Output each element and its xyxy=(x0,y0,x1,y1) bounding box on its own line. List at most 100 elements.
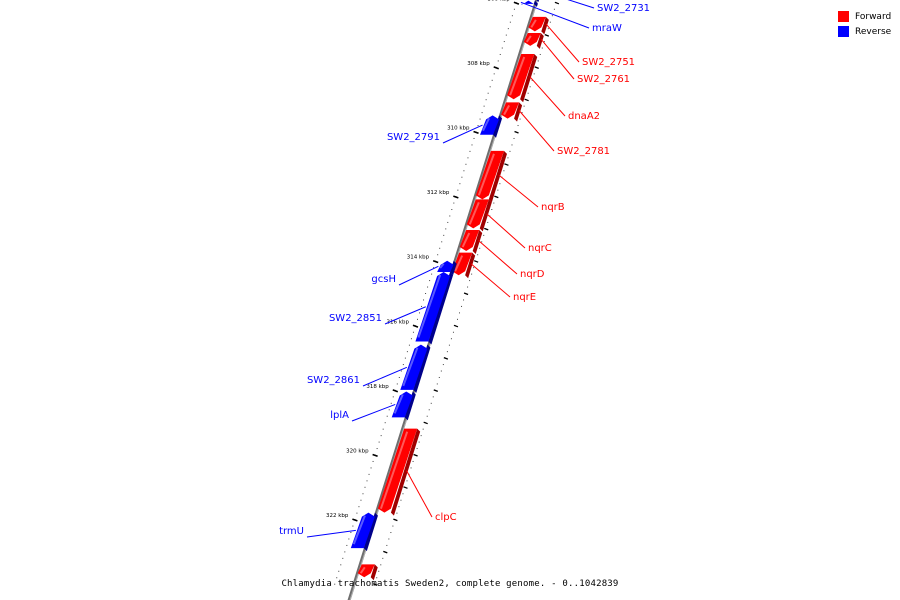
gene-shadow xyxy=(428,272,454,345)
minor-tick xyxy=(527,92,529,94)
minor-tick xyxy=(364,486,366,488)
gene-label[interactable]: SW2_2761 xyxy=(577,74,630,85)
tick-label: 306 kbp xyxy=(487,0,510,2)
minor-tick xyxy=(366,480,368,482)
major-tick-mark xyxy=(493,66,499,70)
minor-tick xyxy=(433,267,435,269)
gene-body xyxy=(459,230,480,252)
minor-tick xyxy=(388,538,390,540)
gene-nqre-forward[interactable]: nqrE xyxy=(452,252,536,303)
medium-tick xyxy=(423,421,428,425)
medium-tick xyxy=(433,389,439,393)
minor-tick xyxy=(481,241,483,243)
gene-leader-line xyxy=(384,306,426,325)
gene-sw2_2781-forward[interactable]: SW2_2781 xyxy=(501,102,610,157)
minor-tick xyxy=(499,183,501,185)
minor-tick xyxy=(513,8,515,10)
gene-sw2_2731-reverse[interactable]: SW2_2731 xyxy=(522,0,650,14)
minor-tick xyxy=(422,428,424,430)
gene-highlight xyxy=(522,0,526,4)
gene-sw2_2861-reverse[interactable]: SW2_2861 xyxy=(307,344,431,393)
gene-nqrb-forward[interactable]: nqrB xyxy=(475,150,565,213)
minor-tick xyxy=(376,577,378,579)
gene-clpc-forward[interactable]: clpC xyxy=(377,428,457,523)
gene-label[interactable]: mraW xyxy=(592,23,622,34)
minor-tick xyxy=(446,351,448,353)
minor-tick xyxy=(421,305,423,307)
minor-tick xyxy=(378,570,380,572)
tick-label: 314 kbp xyxy=(407,255,430,261)
minor-tick xyxy=(473,137,475,139)
gene-label[interactable]: trmU xyxy=(279,526,304,537)
medium-tick xyxy=(453,324,459,328)
gene-label[interactable]: SW2_2731 xyxy=(597,3,650,14)
gene-sw2_2851-reverse[interactable]: SW2_2851 xyxy=(329,272,454,345)
gene-mraw-reverse[interactable]: mraW xyxy=(520,0,622,34)
gene-label[interactable]: SW2_2861 xyxy=(307,375,360,386)
major-tick: 322 kbp xyxy=(326,513,358,522)
gene-sw2_2791-reverse[interactable]: SW2_2791 xyxy=(387,115,503,144)
tick-label: 322 kbp xyxy=(326,513,349,519)
gene-dnaa2-forward[interactable]: dnaA2 xyxy=(507,53,600,122)
minor-tick xyxy=(362,493,364,495)
gene-label[interactable]: nqrD xyxy=(520,269,545,280)
minor-tick xyxy=(491,79,493,81)
gene-label[interactable]: dnaA2 xyxy=(568,111,600,122)
minor-tick xyxy=(529,86,531,88)
minor-tick xyxy=(479,247,481,249)
minor-tick xyxy=(352,525,354,527)
gene-shadow xyxy=(488,150,507,203)
gene-label[interactable]: SW2_2791 xyxy=(387,132,440,143)
gene-leader-line xyxy=(442,124,483,144)
major-tick: 308 kbp xyxy=(467,61,499,70)
gene-highlight xyxy=(503,104,510,116)
gene-shadow xyxy=(363,512,378,552)
gene-highlight xyxy=(359,566,366,574)
gene-label[interactable]: SW2_2781 xyxy=(557,146,610,157)
gene-gcsh-reverse[interactable]: gcsH xyxy=(371,260,457,286)
gene-label[interactable]: nqrE xyxy=(513,292,536,303)
gene-sw2_2761-forward[interactable]: SW2_2761 xyxy=(523,32,630,85)
gene-highlight xyxy=(461,232,471,248)
minor-tick xyxy=(497,189,499,191)
minor-tick xyxy=(404,357,406,359)
medium-tick xyxy=(413,453,418,457)
minor-tick xyxy=(423,299,425,301)
minor-tick xyxy=(388,409,390,411)
gene-unnamed-forward[interactable] xyxy=(357,564,378,581)
minor-tick xyxy=(398,376,400,378)
minor-tick xyxy=(553,8,555,10)
gene-label[interactable]: lplA xyxy=(330,410,349,421)
minor-tick xyxy=(348,538,350,540)
major-tick: 320 kbp xyxy=(346,449,378,458)
gene-label[interactable]: SW2_2851 xyxy=(329,313,382,324)
gene-leader-line xyxy=(486,213,526,249)
minor-tick xyxy=(477,125,479,127)
minor-tick xyxy=(425,293,427,294)
gene-label[interactable]: SW2_2751 xyxy=(582,57,635,68)
gene-label[interactable]: nqrC xyxy=(528,243,552,254)
gene-nqrd-forward[interactable]: nqrD xyxy=(459,230,545,280)
gene-lpla-reverse[interactable]: lplA xyxy=(330,391,416,422)
minor-tick xyxy=(386,544,388,546)
gene-nqrc-forward[interactable]: nqrC xyxy=(466,199,552,254)
minor-tick xyxy=(543,41,545,43)
minor-tick xyxy=(430,402,432,404)
gene-label[interactable]: clpC xyxy=(435,512,457,523)
gene-highlight xyxy=(525,35,532,43)
gene-label[interactable]: gcsH xyxy=(371,274,396,285)
minor-tick xyxy=(402,364,404,366)
minor-tick xyxy=(523,105,525,107)
minor-tick xyxy=(483,105,485,107)
gene-trmu-reverse[interactable]: trmU xyxy=(279,512,378,552)
forward-swatch xyxy=(838,11,849,22)
gene-sw2_2751-forward[interactable]: SW2_2751 xyxy=(528,16,635,68)
minor-tick xyxy=(402,493,404,495)
minor-tick xyxy=(487,92,489,94)
gene-leader-line xyxy=(529,76,566,117)
gene-label[interactable]: nqrB xyxy=(541,202,565,213)
minor-tick xyxy=(547,28,549,30)
gene-leader-line xyxy=(351,403,396,422)
minor-tick xyxy=(418,441,420,443)
gene-shadow xyxy=(472,230,483,255)
